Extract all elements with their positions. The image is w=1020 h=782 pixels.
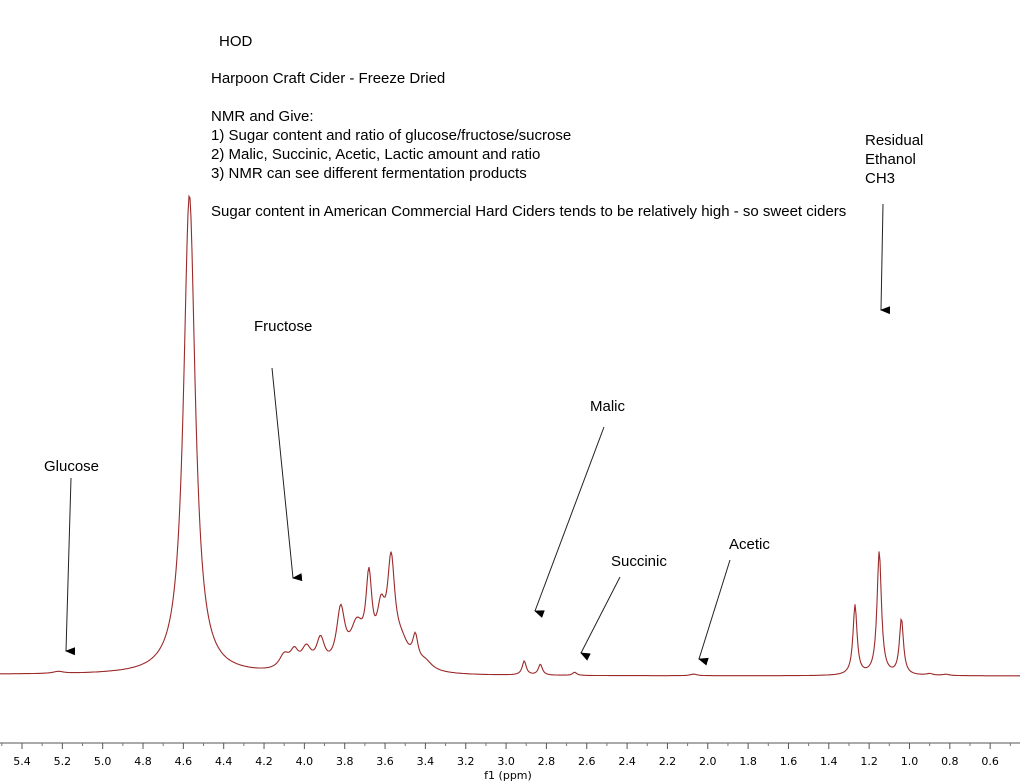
malic-label: Malic — [590, 398, 626, 415]
ethanol-label-line3: CH3 — [865, 170, 896, 187]
x-axis: 5.4 5.2 5.0 4.8 4.6 4.4 4.2 4.0 3.8 3.6 3.4 3.2 3.0 2… — [0, 742, 1020, 782]
x-tick-label: 4.4 — [215, 755, 233, 768]
x-tick-label: 5.4 — [13, 755, 31, 768]
x-tick-label: 3.8 — [336, 755, 354, 768]
acetic-arrow — [698, 559, 731, 666]
succinic-arrow — [580, 576, 621, 661]
x-tick-label: 4.2 — [255, 755, 273, 768]
fructose-label: Fructose — [254, 318, 313, 335]
goal-heading: NMR and Give: — [211, 108, 314, 125]
x-tick-label: 4.8 — [134, 755, 152, 768]
goal-item-1: 1) Sugar content and ratio of glucose/fr… — [211, 127, 572, 144]
x-tick-label: 0.6 — [981, 755, 999, 768]
glucose-label: Glucose — [44, 458, 100, 475]
x-axis-title: f1 (ppm) — [484, 769, 532, 782]
annotation-arrows — [65, 203, 891, 666]
x-tick-label: 3.4 — [417, 755, 435, 768]
x-tick-label: 1.8 — [739, 755, 757, 768]
x-tick-label: 3.2 — [457, 755, 475, 768]
ethanol-label-line1: Residual — [865, 132, 924, 149]
x-tick-label: 2.8 — [538, 755, 556, 768]
x-tick-label: 3.6 — [376, 755, 394, 768]
x-tick-label: 1.4 — [820, 755, 838, 768]
x-tick-label: 2.6 — [578, 755, 596, 768]
fructose-arrow — [271, 367, 303, 582]
x-tick-label: 2.4 — [618, 755, 636, 768]
x-tick-label: 0.8 — [941, 755, 959, 768]
sample-title: Harpoon Craft Cider - Freeze Dried — [211, 70, 446, 87]
glucose-arrow — [65, 477, 76, 656]
ethanol-arrow — [880, 203, 891, 315]
x-tick-label: 4.0 — [296, 755, 314, 768]
goal-item-3: 3) NMR can see different fermentation pr… — [211, 165, 527, 182]
goal-item-2: 2) Malic, Succinic, Acetic, Lactic amoun… — [211, 146, 541, 163]
x-tick-label: 2.2 — [659, 755, 677, 768]
malic-arrow — [534, 426, 605, 618]
x-tick-label: 5.2 — [54, 755, 72, 768]
ethanol-label-line2: Ethanol — [865, 151, 916, 168]
hod-label: HOD — [219, 33, 253, 50]
acetic-label: Acetic — [729, 536, 770, 553]
x-tick-label: 2.0 — [699, 755, 717, 768]
x-tick-label: 4.6 — [175, 755, 193, 768]
succinic-label: Succinic — [611, 553, 667, 570]
x-tick-label: 1.6 — [780, 755, 798, 768]
x-tick-label: 1.0 — [901, 755, 919, 768]
comment-text: Sugar content in American Commercial Har… — [211, 203, 847, 220]
spectrum-trace — [0, 194, 1020, 677]
x-tick-label: 3.0 — [497, 755, 515, 768]
x-tick-label: 1.2 — [860, 755, 878, 768]
x-tick-label: 5.0 — [94, 755, 112, 768]
